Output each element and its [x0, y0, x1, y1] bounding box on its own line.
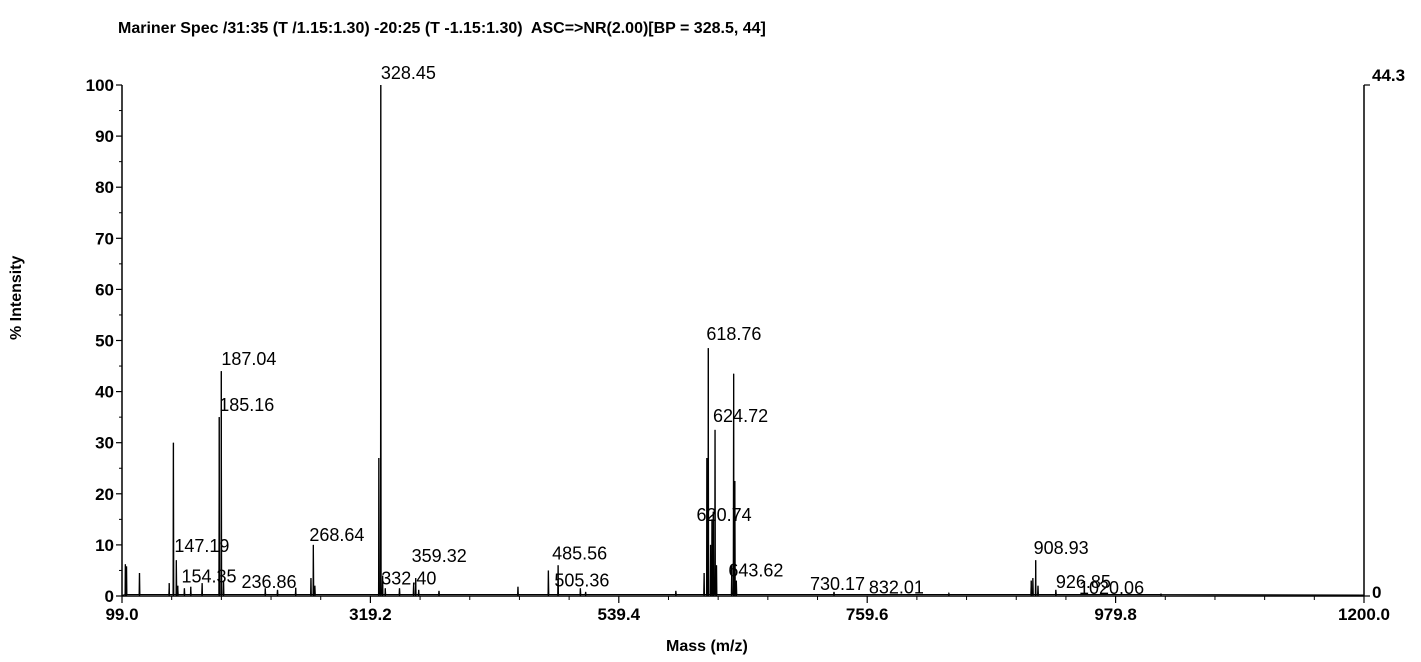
peak-label: 332.40 [381, 568, 436, 588]
y-tick-label: 20 [95, 485, 114, 504]
chart-title: Mariner Spec /31:35 (T /1.15:1.30) -20:2… [118, 20, 766, 37]
y-tick-label: 60 [95, 280, 114, 299]
x-tick-label: 319.2 [349, 605, 392, 624]
y-tick-label: 30 [95, 434, 114, 453]
y-tick-label: 90 [95, 127, 114, 146]
peak-label: 187.04 [221, 349, 276, 369]
x-tick-label: 759.6 [846, 605, 889, 624]
peak-label: 926.85 [1056, 572, 1111, 592]
peak-label: 643.62 [728, 561, 783, 581]
y-tick-label: 0 [105, 587, 114, 606]
y-tick-label: 40 [95, 383, 114, 402]
peak-label: 832.01 [869, 577, 924, 597]
peak-label: 185.16 [219, 395, 274, 415]
x-tick-label: 539.4 [598, 605, 641, 624]
y-tick-label: 100 [86, 76, 114, 95]
x-tick-label: 979.8 [1094, 605, 1137, 624]
y-tick-label: 70 [95, 229, 114, 248]
peak-label: 268.64 [309, 525, 364, 545]
peak-label: 1020.06 [1079, 578, 1144, 598]
peak-label: 236.86 [242, 572, 297, 592]
peak-label: 147.19 [174, 536, 229, 556]
x-tick-label: 99.0 [105, 605, 138, 624]
x-tick-label: 1200.0 [1338, 605, 1390, 624]
peak-label: 154.35 [181, 566, 236, 586]
right-axis-bottom-label: 0 [1372, 583, 1381, 602]
peak-label: 730.17 [810, 574, 865, 594]
peak-label: 505.36 [554, 570, 609, 590]
spectrum-series [121, 84, 1365, 597]
peak-label: 618.76 [706, 324, 761, 344]
peak-labels: 328.45 187.04 185.16 147.19 154.35 236.86 268.… [174, 63, 1144, 598]
y-tick-label: 80 [95, 178, 114, 197]
peak-label: 624.72 [713, 406, 768, 426]
right-axis-top-label: 44.3 [1372, 66, 1405, 85]
peak-label: 328.45 [381, 63, 436, 83]
x-axis-label: Mass (m/z) [666, 638, 748, 655]
peak-label: 359.32 [412, 546, 467, 566]
peak-label: 620.74 [697, 505, 752, 525]
peak-label: 908.93 [1034, 538, 1089, 558]
axes: 0 10 20 30 40 50 60 70 80 90 100 99.0 319.2 539.4 759.… [86, 66, 1405, 624]
y-tick-label: 10 [95, 536, 114, 555]
peak-label: 485.56 [552, 543, 607, 563]
y-tick-label: 50 [95, 332, 114, 351]
